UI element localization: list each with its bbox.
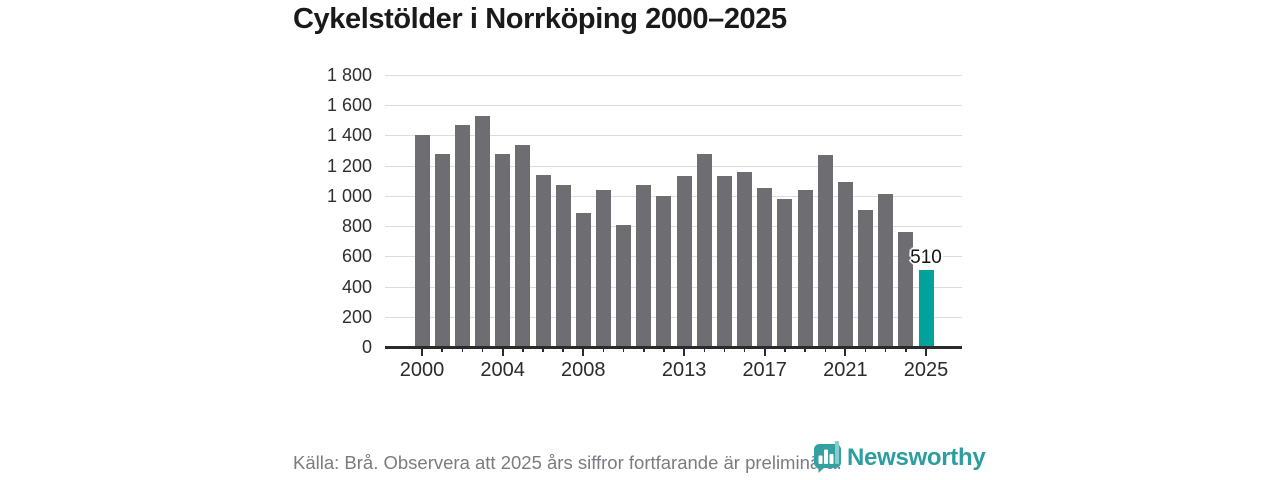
- chart-title: Cykelstölder i Norrköping 2000–2025: [293, 3, 787, 35]
- x-axis-tick-2023: [884, 348, 887, 352]
- highlighted-bar-2025: [918, 269, 934, 348]
- x-axis-tick-2024: [905, 348, 907, 352]
- y-axis-tick-label: 1 600: [326, 95, 372, 116]
- bar-2007: [555, 185, 571, 348]
- x-axis-tick-2003: [481, 348, 484, 352]
- gridline-1400: [385, 135, 962, 137]
- bar-2008: [575, 212, 591, 348]
- x-axis-tick-2022: [864, 348, 867, 352]
- bar-2023: [878, 194, 894, 348]
- x-axis-tick-label: 2000: [399, 359, 445, 381]
- gridline-600: [385, 256, 962, 258]
- bar-2001: [434, 153, 450, 348]
- x-axis-tick-2015: [723, 348, 726, 352]
- bar-2005: [515, 144, 531, 348]
- y-axis-tick-label: 1 400: [326, 125, 372, 146]
- x-axis-tick-2013: [683, 348, 686, 356]
- gridline-1200: [385, 165, 962, 167]
- bar-2000: [414, 135, 430, 348]
- x-axis-tick-2017: [763, 348, 766, 356]
- x-axis-tick-2004: [501, 348, 504, 356]
- x-axis-tick-2019: [804, 348, 806, 352]
- x-axis-line: [385, 346, 962, 349]
- newsworthy-logo: Newsworthy: [813, 441, 986, 479]
- x-axis-tick-label: 2013: [661, 359, 707, 381]
- bar-2022: [858, 209, 873, 348]
- x-axis-tick-2011: [643, 348, 645, 352]
- x-axis-tick-2010: [622, 348, 625, 352]
- bar-2021: [837, 182, 853, 348]
- bar-2003: [475, 115, 490, 348]
- x-axis-tick-2002: [461, 348, 464, 352]
- gridline-400: [385, 286, 962, 288]
- gridline-1000: [385, 195, 962, 197]
- x-axis-tick-2025: [925, 348, 927, 356]
- x-axis-tick-label: 2025: [903, 359, 949, 381]
- gridline-800: [385, 226, 962, 228]
- y-axis-tick-label: 0: [361, 337, 372, 357]
- x-axis-tick-2021: [844, 348, 847, 356]
- x-axis-tick-2018: [784, 348, 786, 352]
- x-axis-tick-2020: [824, 348, 826, 352]
- gridline-200: [385, 316, 962, 318]
- highlight-value-label: 510: [910, 246, 942, 268]
- x-axis-tick-2007: [562, 348, 564, 352]
- newsworthy-bubble-barchart-icon: [813, 441, 843, 479]
- newsworthy-logo-text: Newsworthy: [847, 444, 986, 471]
- bar-2012: [656, 195, 672, 348]
- x-axis-tick-2000: [421, 348, 423, 356]
- bar-2004: [495, 153, 511, 348]
- bar-2018: [777, 198, 793, 348]
- x-axis-tick-label: 2004: [480, 359, 525, 381]
- y-axis-tick-label: 200: [341, 306, 372, 327]
- bar-2024: [898, 232, 914, 348]
- bar-2011: [636, 185, 652, 348]
- bar-2010: [616, 224, 632, 348]
- bar-2006: [535, 174, 551, 348]
- bar-2014: [696, 153, 712, 348]
- x-axis-tick-2005: [522, 348, 524, 352]
- bar-2013: [676, 176, 692, 348]
- y-axis-tick-label: 1 800: [326, 65, 372, 85]
- bar-2016: [737, 171, 753, 348]
- gridline-1600: [385, 105, 962, 107]
- y-axis-tick-label: 400: [341, 276, 372, 297]
- bar-2015: [716, 176, 732, 348]
- bar-2009: [595, 189, 611, 348]
- x-axis-tick-2009: [602, 348, 605, 352]
- x-axis-tick-2001: [441, 348, 443, 352]
- x-axis-tick-2006: [542, 348, 544, 352]
- x-axis-tick-2016: [743, 348, 746, 352]
- y-axis-tick-label: 1 000: [326, 185, 372, 206]
- x-axis-tick-label: 2021: [823, 359, 868, 381]
- bar-2002: [454, 124, 470, 348]
- x-axis-tick-label: 2008: [561, 359, 606, 381]
- x-axis-tick-2012: [663, 348, 665, 352]
- bar-2017: [757, 188, 773, 348]
- gridline-1800: [385, 75, 962, 76]
- source-note: Källa: Brå. Observera att 2025 års siffr…: [293, 452, 842, 473]
- bar-2019: [797, 189, 813, 348]
- y-axis-tick-label: 600: [341, 246, 372, 267]
- y-axis-tick-label: 1 200: [326, 155, 372, 176]
- bar-2020: [817, 155, 833, 348]
- x-axis-tick-2008: [582, 348, 585, 356]
- y-axis-tick-label: 800: [341, 216, 372, 237]
- x-axis-tick-2014: [703, 348, 705, 352]
- x-axis-tick-label: 2017: [742, 359, 787, 381]
